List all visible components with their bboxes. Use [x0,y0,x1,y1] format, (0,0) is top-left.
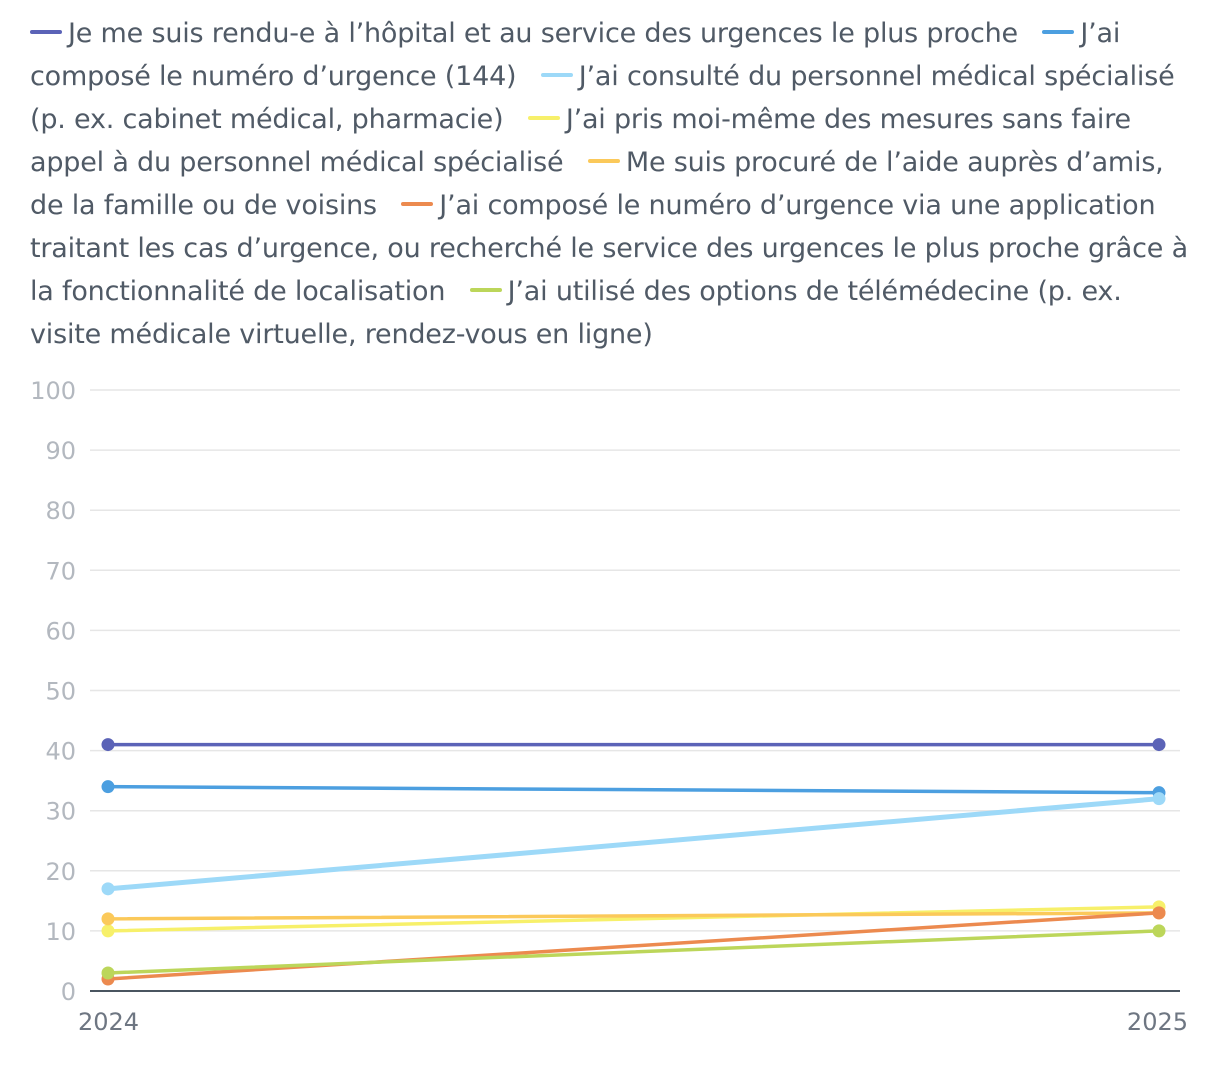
data-point[interactable] [1152,792,1166,806]
legend-label: J’ai consulté du personnel médical spéci… [30,61,1175,135]
legend-swatch [1042,29,1075,34]
grid-lines [90,389,1180,932]
y-tick-label: 80 [45,497,76,525]
series-line[interactable] [106,911,1161,921]
y-tick-label: 0 [61,978,76,1006]
series-1 [101,780,1166,800]
data-point[interactable] [1152,738,1166,752]
legend-swatch [469,287,502,292]
legend-label: Je me suis rendu-e à l’hôpital et au ser… [68,18,1018,49]
series-line[interactable] [106,784,1161,795]
x-axis-tick-labels: 2024 2025 [78,1008,1188,1036]
series-lines [101,738,1166,986]
legend-label: Me suis procuré de l’aide auprès d’amis,… [30,147,1164,221]
legend-label: J’ai composé le numéro d’urgence (144) [30,18,1121,92]
series-line[interactable] [106,905,1161,933]
series-2 [101,792,1166,896]
data-point[interactable] [101,780,115,794]
data-point[interactable] [1152,924,1166,938]
y-tick-label: 60 [45,617,76,645]
series-line[interactable] [106,911,1161,981]
y-tick-label: 30 [45,798,76,826]
legend-item[interactable]: Je me suis rendu-e à l’hôpital et au ser… [30,18,1018,49]
legend-item[interactable]: J’ai composé le numéro d’urgence via une… [30,190,1188,307]
data-point[interactable] [101,966,115,980]
data-point[interactable] [101,924,115,938]
legend-swatch [401,201,434,206]
y-tick-label: 70 [45,557,76,585]
y-tick-label: 90 [45,437,76,465]
y-tick-label: 10 [45,918,76,946]
y-tick-label: 40 [45,738,76,766]
data-point[interactable] [101,912,115,926]
series-0 [101,738,1166,752]
series-6 [101,924,1166,980]
series-line[interactable] [105,796,1162,892]
y-tick-label: 20 [45,858,76,886]
legend-item[interactable]: J’ai composé le numéro d’urgence (144) [30,18,1120,92]
legend-item[interactable]: J’ai pris moi-même des mesures sans fair… [30,104,1131,178]
data-point[interactable] [101,738,115,752]
legend-label: J’ai utilisé des options de télémédecine… [30,276,1122,350]
x-tick-label: 2024 [78,1008,139,1036]
data-point[interactable] [1152,906,1166,920]
data-point[interactable] [101,882,115,896]
legend-item[interactable]: J’ai consulté du personnel médical spéci… [30,61,1175,135]
legend-item[interactable]: J’ai utilisé des options de télémédecine… [30,276,1122,350]
y-tick-label: 50 [45,678,76,706]
y-axis-tick-labels: 0 10 20 30 40 50 60 70 80 90 100 [30,377,76,1006]
legend-swatch [30,29,62,34]
chart-legend: Je me suis rendu-e à l’hôpital et au ser… [30,12,1195,356]
x-tick-label: 2025 [1127,1008,1188,1036]
legend-swatch [540,72,573,77]
legend-swatch [527,115,560,120]
legend-swatch [587,158,620,163]
legend-label: J’ai composé le numéro d’urgence via une… [30,190,1188,307]
legend-item[interactable]: Me suis procuré de l’aide auprès d’amis,… [30,147,1164,221]
series-line[interactable] [106,929,1161,975]
legend-label: J’ai pris moi-même des mesures sans fair… [30,104,1131,178]
y-tick-label: 100 [30,377,76,405]
